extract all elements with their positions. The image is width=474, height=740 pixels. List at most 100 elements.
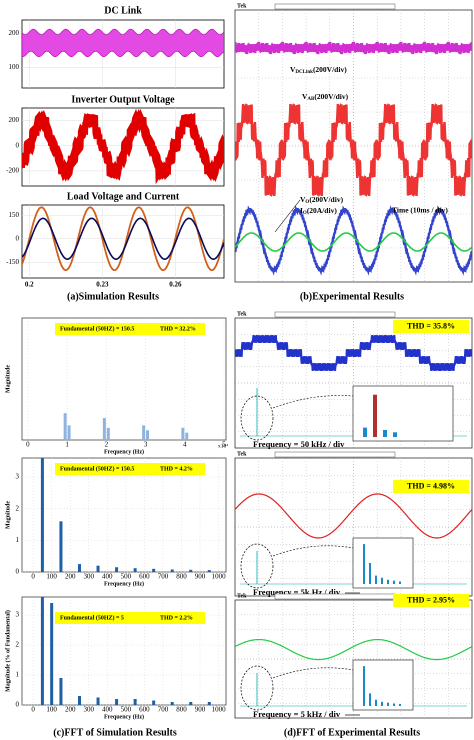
x-tick-label: 400 — [102, 573, 113, 581]
x-axis-label: Frequency (Hz) — [104, 713, 144, 720]
inset-bar — [363, 666, 365, 706]
y-axis-label: Magnitude — [5, 365, 11, 393]
thd-box — [393, 594, 469, 607]
zoom-arrow — [272, 545, 354, 557]
plot-frame — [21, 317, 227, 441]
y-tick-label: 1 — [16, 671, 20, 679]
harmonic-bar — [77, 564, 81, 572]
load-current-trace — [235, 232, 472, 252]
x-tick-label: 100 — [46, 573, 57, 581]
waveforms — [22, 28, 224, 58]
scope-traces — [235, 41, 472, 276]
annotation-box — [55, 463, 205, 475]
label-main: V — [300, 195, 306, 204]
harmonic-bar — [102, 418, 106, 440]
caption: (b)Experimental Results — [300, 291, 404, 302]
harmonic-bar — [170, 569, 174, 572]
dc-link-trace — [235, 41, 472, 55]
scope-label: VAB(200V/div) — [302, 92, 349, 102]
load-current — [22, 217, 224, 261]
label-main: V — [290, 65, 296, 74]
label-main: V — [302, 92, 308, 101]
inset-bar — [393, 580, 395, 584]
inset-bar — [381, 701, 383, 706]
y-tick-label: 0 — [16, 568, 20, 576]
x-axis-label: Frequency (Hz) — [104, 580, 144, 587]
zoom-arrow — [272, 667, 354, 679]
dc-link-waveform — [22, 28, 224, 58]
y-tick-label: 0 — [16, 234, 20, 242]
scope-label: IO(20A/div) — [300, 206, 337, 216]
label-sub: O — [303, 211, 307, 216]
y-tick-label: 3 — [16, 611, 20, 619]
x-tick-label: 200 — [65, 706, 76, 714]
thd-label: THD = 35.8% — [407, 321, 455, 330]
harmonic-bar — [59, 521, 63, 572]
y-tick-label: -200 — [6, 167, 19, 175]
x-tick-label: 700 — [158, 573, 169, 581]
plot-title: DC Link — [104, 5, 142, 16]
annotation: THD = 2.2% — [160, 615, 193, 621]
zoom-ellipse — [240, 543, 274, 589]
annotation: Fundamental (50HZ) = 150.5 — [60, 465, 134, 472]
scope-traces — [235, 335, 472, 371]
scope-status-bar — [274, 311, 396, 318]
load-voltage-trace — [235, 205, 472, 276]
scope-brand: Tek — [237, 311, 247, 317]
inset-bar — [369, 563, 371, 584]
label-sub: AB — [307, 97, 315, 102]
scope-brand: Tek — [237, 3, 247, 9]
inset-bar — [363, 427, 367, 437]
x-tick-label: 1 — [65, 441, 69, 449]
inset-bar — [369, 693, 371, 706]
x-tick-label: 500 — [121, 573, 132, 581]
x-tick-label: 600 — [139, 573, 150, 581]
scope-status-bar — [274, 593, 396, 600]
y-tick-label: 150 — [9, 211, 20, 219]
harmonic-bar — [40, 458, 44, 572]
thd-box — [393, 320, 469, 333]
zoom-ellipse — [240, 395, 274, 441]
caption: (c)FFT of Simulation Results — [53, 727, 177, 738]
harmonic-bar — [77, 696, 81, 705]
label-rest: (200V/div) — [309, 195, 343, 204]
scope-label: VO(200V/div) — [300, 195, 344, 205]
harmonic-bar — [115, 699, 119, 705]
y-tick-label: 0 — [16, 141, 20, 149]
scope-status-bar — [274, 3, 396, 10]
x-tick-label: 3 — [144, 441, 148, 449]
harmonic-bar — [152, 568, 156, 572]
x-tick-label: 900 — [195, 573, 206, 581]
harmonic-bar — [189, 569, 193, 572]
zoom-arrow — [272, 395, 354, 409]
signal-trace — [235, 335, 472, 371]
inset-bar — [387, 579, 389, 584]
scope-brand: Tek — [237, 593, 247, 599]
frequency-label: Frequency = 5k Hz / div — [253, 587, 341, 597]
harmonic-bar — [170, 702, 174, 705]
x-tick-label: 4 — [183, 441, 187, 449]
x-tick-label: 900 — [195, 706, 206, 714]
y-tick-label: 200 — [9, 116, 20, 124]
x-tick-label: 100 — [46, 706, 57, 714]
inset-bar — [373, 394, 377, 437]
x-tick-label: 0 — [26, 441, 30, 449]
label-rest: (200V/div) — [313, 65, 347, 74]
annotation: Fundamental (50HZ) = 5 — [60, 614, 124, 621]
caption: (d)FFT of Experimental Results — [284, 727, 420, 738]
annotation: THD = 32.2% — [160, 326, 196, 332]
x-tick-label: 1000 — [212, 573, 227, 581]
inverter-waveform — [22, 108, 224, 185]
plot-title: Load Voltage and Current — [67, 191, 180, 202]
x-tick-label: 2 — [105, 441, 109, 449]
harmonic-bar — [67, 425, 71, 440]
thd-label: THD = 2.95% — [407, 595, 455, 604]
x-tick-label: 1000 — [212, 706, 227, 714]
inset-frame — [352, 385, 454, 442]
x-tick-label: 800 — [176, 573, 187, 581]
x-tick-label: 300 — [84, 573, 95, 581]
x-tick-label: 400 — [102, 706, 113, 714]
x-tick-label: 0.23 — [96, 281, 109, 289]
harmonic-bar — [181, 427, 185, 440]
